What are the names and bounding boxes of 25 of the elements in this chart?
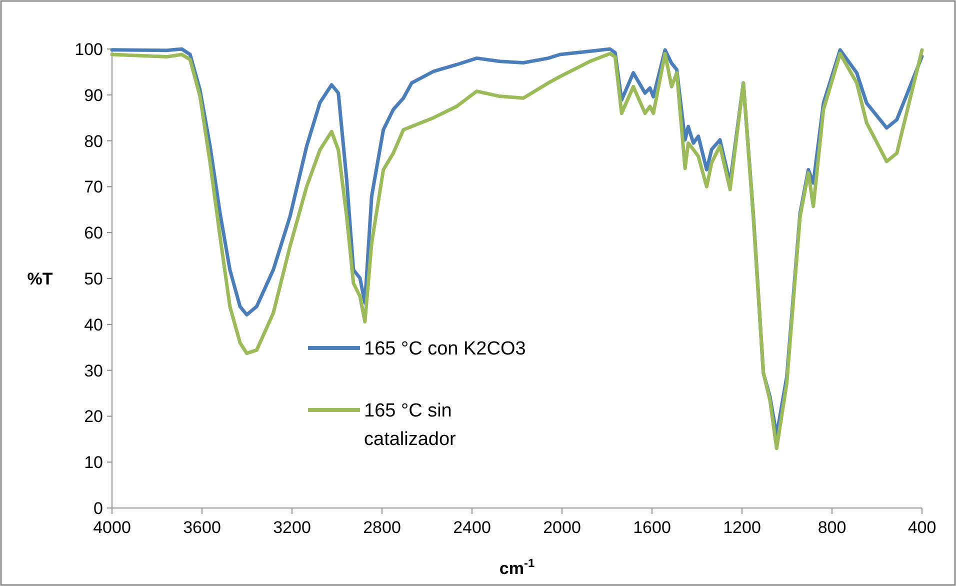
y-tick-label: 80 [84, 132, 103, 151]
y-tick-label: 20 [84, 407, 103, 426]
y-tick-label: 90 [84, 86, 103, 105]
y-tick-label: 60 [84, 224, 103, 243]
y-tick-label: 0 [94, 498, 103, 518]
x-tick-label: 2000 [543, 518, 581, 537]
x-tick-label: 2800 [363, 518, 401, 537]
x-tick-label: 1200 [723, 518, 761, 537]
x-tick-label: 3200 [273, 518, 311, 537]
x-tick-label: 400 [908, 518, 936, 537]
legend-label: 165 °C sin catalizador [364, 400, 457, 450]
y-tick-label: 100 [74, 40, 103, 59]
x-tick-label: 4000 [93, 518, 131, 537]
x-tick-label: 3600 [183, 518, 221, 537]
x-tick-label: 800 [818, 518, 846, 537]
legend-label: 165 °C con K2CO3 [364, 338, 526, 360]
y-tick-label: 10 [84, 453, 103, 472]
y-axis-title: %T [27, 269, 54, 288]
x-axis-title: cm$^{-1}$ [499, 556, 535, 578]
x-tick-label: 1600 [633, 518, 671, 537]
x-tick-label: 2400 [453, 518, 491, 537]
y-tick-label: 30 [84, 361, 103, 380]
y-tick-label: 40 [84, 315, 103, 334]
y-tick-label: 50 [84, 269, 103, 288]
y-tick-label: 70 [84, 178, 103, 197]
